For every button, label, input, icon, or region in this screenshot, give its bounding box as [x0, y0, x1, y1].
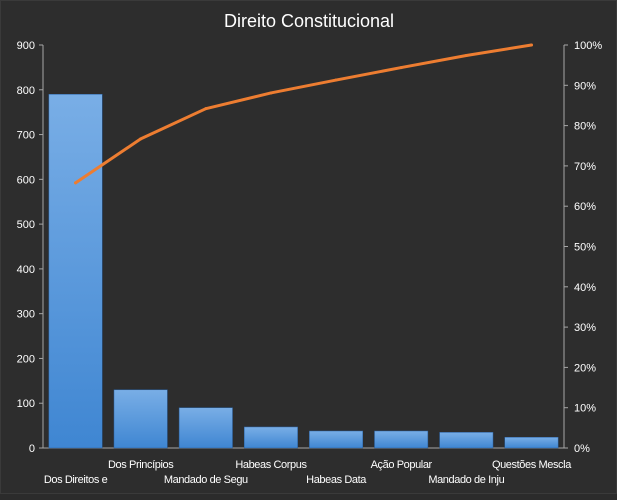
- line-point: [334, 78, 338, 82]
- left-tick-label: 700: [17, 130, 35, 142]
- bar-series: [48, 94, 559, 449]
- line-point: [139, 137, 143, 141]
- category-label: Questões Mescla: [492, 459, 572, 471]
- category-label: Habeas Data: [306, 474, 367, 486]
- line-point: [204, 107, 208, 111]
- line-point: [269, 91, 273, 95]
- right-tick-label: 50%: [574, 242, 596, 254]
- chart-title: Direito Constitucional: [224, 11, 394, 31]
- right-tick-label: 70%: [574, 161, 596, 173]
- left-tick-label: 500: [17, 219, 35, 231]
- cumulative-line-series: [74, 43, 533, 185]
- bar: [48, 94, 103, 449]
- bar: [374, 430, 429, 449]
- bar: [504, 437, 559, 449]
- left-tick-label: 0: [29, 443, 35, 455]
- right-tick-label: 60%: [574, 201, 596, 213]
- left-tick-label: 100: [17, 398, 35, 410]
- category-label: Ação Popular: [371, 459, 433, 471]
- line-point: [74, 181, 78, 185]
- category-label: Mandado de Inju: [428, 474, 504, 486]
- left-tick-label: 400: [17, 264, 35, 276]
- category-label: Habeas Corpus: [235, 459, 307, 471]
- line-point: [464, 53, 468, 57]
- bar: [243, 426, 298, 449]
- bar: [113, 389, 168, 449]
- right-axis: 0% 10% 20% 30% 40% 50% 60% 70% 80% 90% 100%: [563, 40, 602, 455]
- cumulative-line: [74, 43, 533, 185]
- category-label: Dos Direitos e: [44, 474, 108, 486]
- left-tick-label: 900: [17, 40, 35, 52]
- left-tick-label: 600: [17, 174, 35, 186]
- left-tick-label: 300: [17, 309, 35, 321]
- line-point: [529, 43, 533, 47]
- right-tick-label: 90%: [574, 80, 596, 92]
- right-tick-label: 0%: [574, 443, 590, 455]
- right-tick-label: 80%: [574, 121, 596, 133]
- right-tick-label: 30%: [574, 322, 596, 334]
- line-point: [399, 66, 403, 70]
- bar: [439, 432, 494, 449]
- category-label: Mandado de Segu: [164, 474, 248, 486]
- bar: [178, 407, 233, 449]
- right-tick-label: 100%: [574, 40, 602, 52]
- right-tick-label: 10%: [574, 403, 596, 415]
- right-tick-label: 40%: [574, 282, 596, 294]
- right-tick-label: 20%: [574, 362, 596, 374]
- bar: [309, 430, 364, 449]
- left-tick-label: 800: [17, 85, 35, 97]
- category-label: Dos Princípios: [108, 459, 174, 471]
- left-tick-label: 200: [17, 353, 35, 365]
